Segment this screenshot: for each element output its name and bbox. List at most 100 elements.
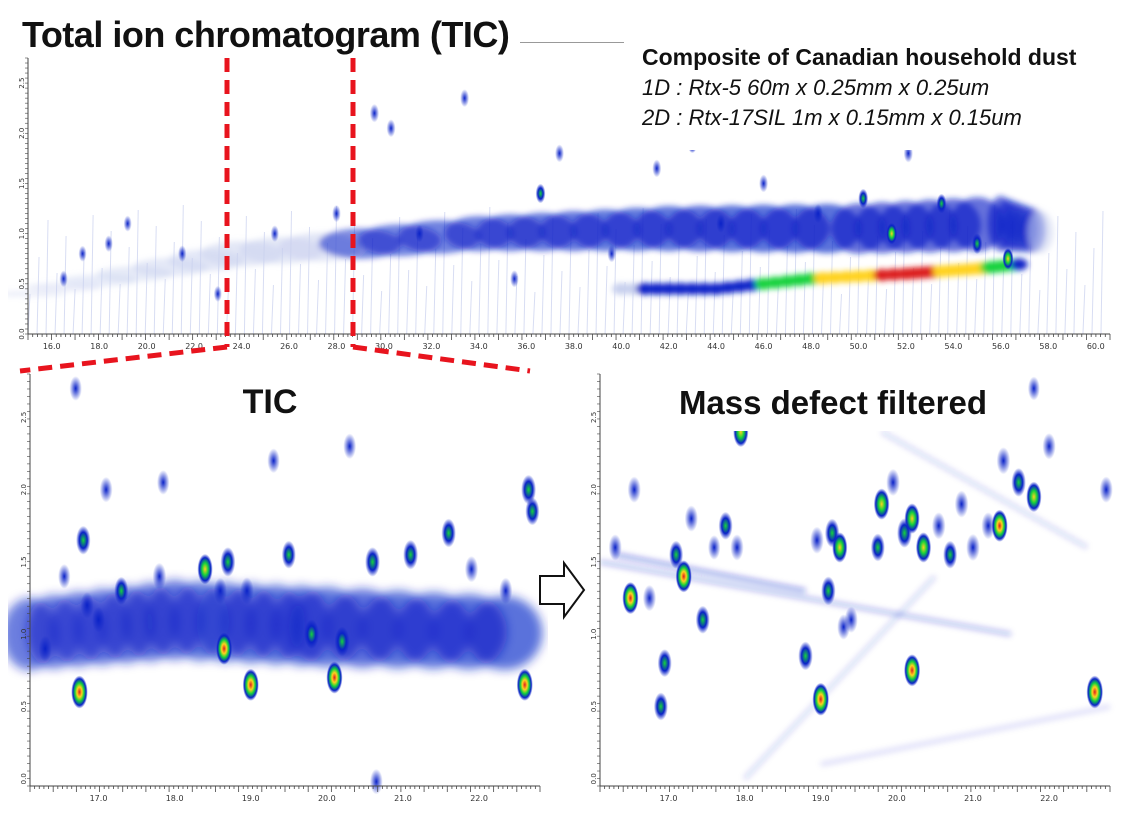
streak-mark [1100,210,1104,335]
peak-mark [213,285,222,302]
smear-mark [599,559,1012,637]
x-tick-label: 19.0 [812,794,830,803]
peak-mark [1086,675,1104,709]
peak-mark [873,488,890,520]
peak-mark [669,540,684,569]
peak-mark [730,534,744,561]
x-tick-label: 50.0 [850,342,868,351]
streak-mark [270,284,274,335]
streak-mark [343,258,347,335]
peak-mark [1011,467,1026,497]
streak-mark [1082,284,1086,335]
streak-mark [469,280,473,335]
streak-mark [451,264,455,335]
x-tick-label: 22.0 [185,342,203,351]
peak-mark [71,675,88,709]
peak-mark [652,159,662,178]
streak-mark [361,274,365,335]
peak-mark [326,661,343,694]
streak-mark [541,254,545,335]
y-tick-label: 1.0 [18,228,26,239]
x-tick-label: 30.0 [375,342,393,351]
streak-mark [207,273,211,335]
streak-mark [523,238,527,335]
x-tick-label: 20.0 [318,794,336,803]
streak-mark [559,270,563,335]
peak-mark [695,605,710,634]
peak-mark [981,512,996,540]
streak-mark [775,282,779,335]
x-tick-label: 20.0 [138,342,156,351]
streak-mark [72,288,76,335]
x-tick-label: 56.0 [992,342,1010,351]
peak-mark [304,619,320,650]
streak-mark [198,220,202,335]
peak-mark [915,532,932,563]
peak-mark [991,509,1008,542]
peak-mark [870,533,885,562]
peak-mark [114,576,129,605]
peak-mark [521,474,537,505]
peak-mark [810,526,824,554]
peak-mark [240,577,254,605]
plot-area [30,374,540,786]
streak-mark [406,269,410,335]
peak-mark [837,614,850,640]
peak-mark [759,174,769,193]
streak-mark [478,243,482,335]
x-tick-label: 28.0 [328,342,346,351]
x-tick-label: 22.0 [1040,794,1058,803]
streak-mark [866,272,870,335]
streak-mark [929,283,933,335]
page-title: Total ion chromatogram (TIC) [22,14,510,55]
streak-mark [820,277,824,335]
streak-mark [649,260,653,335]
x-tick-label: 18.0 [736,794,754,803]
peak-mark [343,433,357,460]
streak-mark [848,256,852,335]
streak-mark [694,255,698,335]
x-tick-label: 42.0 [660,342,678,351]
y-tick-label: 2.5 [20,412,28,423]
streak-mark [379,290,383,335]
smear-mark [880,429,1089,550]
peak-mark [441,518,456,548]
streak-mark [1091,247,1095,335]
streak-mark [1028,236,1032,335]
peak-mark [832,532,848,563]
y-tick-label: 1.0 [20,629,28,640]
streak-mark [685,292,689,335]
peak-mark [178,245,187,263]
peak-mark [69,376,82,401]
peak-mark [464,555,479,583]
peak-mark [813,204,823,224]
peak-mark [886,468,900,497]
x-tick-label: 24.0 [233,342,251,351]
streak-mark [1037,289,1041,335]
peak-mark [270,225,279,243]
y-tick-label: 1.5 [20,556,28,567]
peak-mark [1042,433,1056,460]
peak-mark [675,560,692,593]
streak-mark [1064,268,1068,335]
streak-mark [288,210,292,335]
streak-mark [712,271,716,335]
x-tick-label: 34.0 [470,342,488,351]
streak-mark [739,250,743,335]
peak-mark [931,512,946,540]
column-info-box: Composite of Canadian household dust 1D … [628,38,1120,150]
streak-mark [496,259,500,335]
streak-mark [433,248,437,335]
streak-mark [893,251,897,335]
peak-mark [123,215,132,232]
x-tick-label: 58.0 [1039,342,1057,351]
peak-mark [535,183,546,204]
peak-mark [460,89,470,108]
peak-mark [92,606,105,633]
y-tick-label: 2.0 [20,484,28,495]
peak-mark [365,547,380,577]
peak-mark [653,692,668,721]
streak-mark [839,293,842,335]
streak-mark [243,215,247,335]
streak-mark [730,287,734,335]
